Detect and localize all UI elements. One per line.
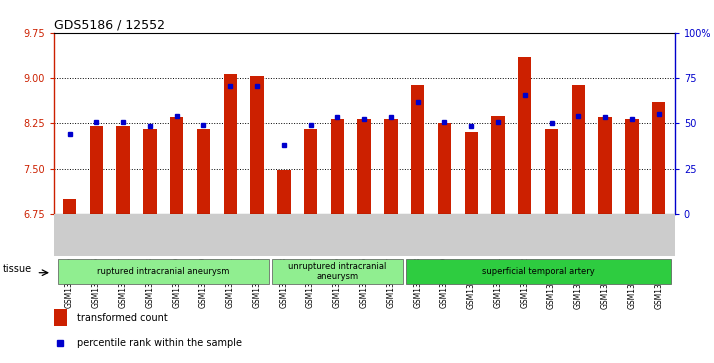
Bar [272, 259, 403, 284]
Text: GDS5186 / 12552: GDS5186 / 12552 [54, 19, 164, 32]
Bar [518, 57, 531, 214]
Bar [144, 130, 156, 214]
Bar [54, 309, 67, 326]
Text: transformed count: transformed count [77, 313, 168, 322]
Bar [491, 115, 505, 214]
Bar [58, 259, 269, 284]
Bar [406, 259, 670, 284]
Bar [331, 119, 344, 214]
Text: percentile rank within the sample: percentile rank within the sample [77, 338, 242, 348]
Bar [304, 130, 317, 214]
Bar [63, 199, 76, 214]
Bar [90, 126, 103, 214]
Bar [545, 130, 558, 214]
Bar [465, 132, 478, 214]
Bar [358, 119, 371, 214]
Bar [251, 76, 263, 214]
Bar [223, 74, 237, 214]
Bar [197, 130, 210, 214]
Bar [625, 119, 638, 214]
Text: superficial temporal artery: superficial temporal artery [482, 267, 595, 276]
Text: unruptured intracranial
aneurysm: unruptured intracranial aneurysm [288, 262, 386, 281]
Bar [116, 126, 130, 214]
Bar [438, 123, 451, 214]
Bar [572, 85, 585, 214]
Bar [411, 85, 424, 214]
Bar [384, 119, 398, 214]
Bar [598, 117, 612, 214]
Text: ruptured intracranial aneurysm: ruptured intracranial aneurysm [97, 267, 229, 276]
Bar [277, 170, 291, 214]
Text: tissue: tissue [3, 264, 32, 274]
Bar [170, 117, 183, 214]
Bar [652, 102, 665, 214]
